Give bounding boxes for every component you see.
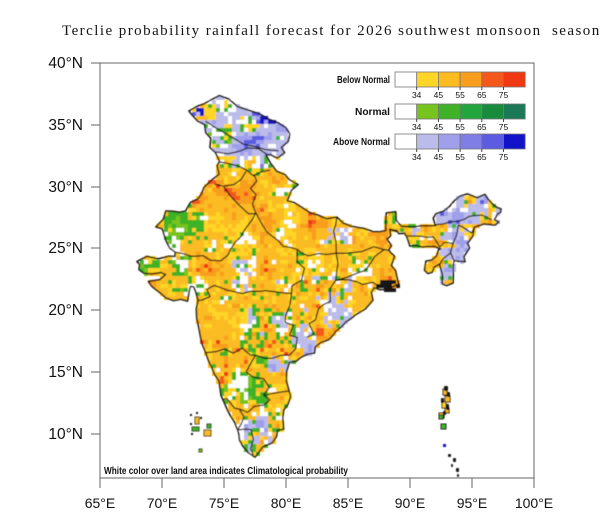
svg-text:35°N: 35°N <box>48 117 83 134</box>
svg-text:25°N: 25°N <box>48 240 83 257</box>
svg-text:Normal: Normal <box>355 107 390 118</box>
svg-text:15°N: 15°N <box>48 364 83 381</box>
svg-text:34: 34 <box>412 90 422 100</box>
svg-text:45: 45 <box>434 122 444 132</box>
svg-text:55: 55 <box>455 90 465 100</box>
svg-text:65°E: 65°E <box>85 495 116 511</box>
svg-text:90°E: 90°E <box>395 495 426 511</box>
svg-text:75: 75 <box>499 90 509 100</box>
svg-text:20°N: 20°N <box>48 302 83 319</box>
svg-text:55: 55 <box>455 122 465 132</box>
svg-text:100°E: 100°E <box>515 495 553 511</box>
svg-text:55: 55 <box>455 152 465 162</box>
svg-text:85°E: 85°E <box>333 495 364 511</box>
svg-text:Above Normal: Above Normal <box>333 137 390 148</box>
svg-text:75: 75 <box>499 122 509 132</box>
svg-text:80°E: 80°E <box>271 495 302 511</box>
svg-text:40°N: 40°N <box>48 55 83 72</box>
svg-text:75°E: 75°E <box>209 495 240 511</box>
svg-text:White color over land area ind: White color over land area indicates Cli… <box>104 466 348 477</box>
svg-text:34: 34 <box>412 122 422 132</box>
svg-text:45: 45 <box>434 152 444 162</box>
svg-text:Below Normal: Below Normal <box>337 75 390 86</box>
svg-text:34: 34 <box>412 152 422 162</box>
svg-text:65: 65 <box>477 152 487 162</box>
svg-text:75: 75 <box>499 152 509 162</box>
svg-text:30°N: 30°N <box>48 179 83 196</box>
svg-text:45: 45 <box>434 90 444 100</box>
svg-text:10°N: 10°N <box>48 426 83 443</box>
svg-text:95°E: 95°E <box>457 495 488 511</box>
svg-text:70°E: 70°E <box>147 495 178 511</box>
svg-text:65: 65 <box>477 122 487 132</box>
svg-text:65: 65 <box>477 90 487 100</box>
